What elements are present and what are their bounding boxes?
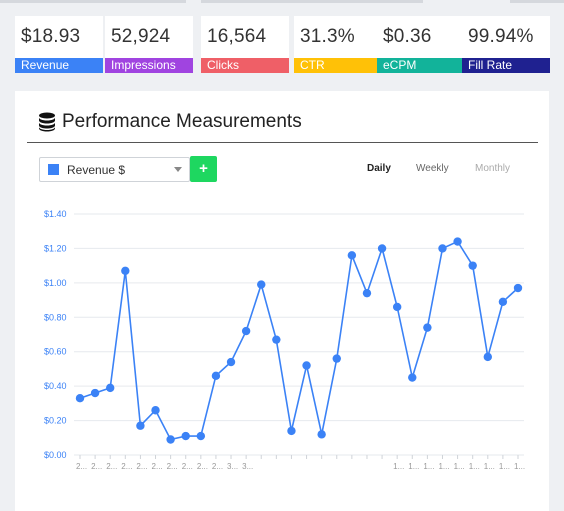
- data-point: [241, 326, 251, 336]
- panel-title-text: Performance Measurements: [62, 111, 302, 132]
- y-tick-label: $0.60: [44, 347, 67, 357]
- chevron-down-icon: [174, 167, 182, 172]
- period-monthly[interactable]: Monthly: [475, 163, 511, 174]
- data-point: [121, 266, 130, 276]
- y-tick-label: $0.00: [44, 450, 67, 460]
- x-tick-label: 1...: [423, 462, 434, 471]
- stat-card-fill-rate: 99.94% Fill Rate: [462, 16, 550, 73]
- data-point: [483, 352, 492, 362]
- metric-select[interactable]: Revenue $: [39, 157, 190, 182]
- data-point: [181, 431, 190, 441]
- x-tick-label: 1...: [408, 462, 419, 471]
- stat-value: 99.94%: [468, 26, 534, 47]
- x-tick-label: 3...: [227, 462, 238, 471]
- x-tick-label: 2...: [76, 462, 87, 471]
- stat-label: Fill Rate: [462, 58, 550, 73]
- x-tick-label: 2...: [106, 462, 117, 471]
- x-tick-label: 2...: [212, 462, 223, 471]
- stat-card-clicks: 16,564 Clicks: [201, 16, 289, 73]
- y-tick-label: $0.20: [44, 416, 67, 426]
- x-tick-label: 1...: [499, 462, 510, 471]
- x-tick-label: 1...: [393, 462, 404, 471]
- x-tick-label: 1...: [514, 462, 525, 471]
- data-point: [377, 244, 387, 253]
- data-point: [90, 388, 100, 398]
- x-tick-label: 1...: [454, 462, 465, 471]
- x-tick-label: 2...: [121, 462, 132, 471]
- x-tick-label: 2...: [91, 462, 102, 471]
- stat-card-ecpm: $0.36 eCPM: [377, 16, 465, 73]
- y-tick-label: $1.40: [44, 209, 67, 219]
- stat-value: 31.3%: [300, 26, 355, 47]
- title-divider: [27, 142, 538, 143]
- data-point: [151, 406, 160, 415]
- x-tick-label: 1...: [484, 462, 495, 471]
- data-point: [106, 383, 115, 393]
- stat-card-revenue: $18.93 Revenue: [15, 16, 103, 73]
- data-point: [438, 244, 447, 253]
- stat-card-ctr: 31.3% CTR: [294, 16, 382, 73]
- panel-title: Performance Measurements: [38, 111, 302, 133]
- data-point: [75, 393, 85, 403]
- data-point: [257, 280, 266, 289]
- stat-value: 52,924: [111, 26, 171, 47]
- x-tick-label: 1...: [469, 462, 480, 471]
- series-line: [79, 240, 519, 441]
- data-point: [287, 426, 296, 436]
- x-tick-label: 1...: [438, 462, 449, 471]
- data-point: [468, 261, 477, 270]
- data-point: [362, 288, 372, 298]
- x-tick-label: 2...: [167, 462, 178, 471]
- data-point: [226, 357, 236, 367]
- data-point: [302, 361, 311, 370]
- y-tick-label: $1.00: [44, 278, 67, 288]
- stat-value: 16,564: [207, 26, 267, 47]
- top-strip: [0, 0, 564, 3]
- x-tick-label: 2...: [152, 462, 163, 471]
- stat-label: CTR: [294, 58, 382, 73]
- x-tick-label: 3...: [242, 462, 253, 471]
- revenue-line-chart: $0.00 $0.20 $0.40 $0.60 $0.80 $1.00 $1.20 $1.40…: [44, 209, 525, 471]
- period-weekly[interactable]: Weekly: [416, 163, 449, 174]
- data-point: [423, 323, 432, 332]
- y-tick-label: $0.80: [44, 312, 67, 322]
- x-tick-label: 2...: [197, 462, 208, 471]
- x-tick-label: 2...: [136, 462, 147, 471]
- data-point: [211, 371, 221, 381]
- data-point: [332, 354, 341, 363]
- stat-label: Revenue: [15, 58, 103, 73]
- stat-value: $18.93: [21, 26, 81, 47]
- data-point: [513, 283, 523, 293]
- stat-value: $0.36: [383, 26, 432, 47]
- stat-card-impressions: 52,924 Impressions: [105, 16, 193, 73]
- y-tick-label: $0.40: [44, 381, 67, 391]
- stat-label: Impressions: [105, 58, 193, 73]
- stat-label: eCPM: [377, 58, 465, 73]
- data-point: [272, 335, 281, 344]
- data-point: [498, 297, 508, 306]
- add-metric-button[interactable]: +: [190, 156, 217, 182]
- data-point: [317, 430, 326, 439]
- metric-select-value: Revenue $: [67, 162, 126, 177]
- y-tick-label: $1.20: [44, 243, 67, 253]
- data-point: [196, 431, 206, 441]
- x-tick-label: 2...: [182, 462, 193, 471]
- data-point: [392, 302, 402, 312]
- data-point: [136, 421, 145, 430]
- data-point: [347, 251, 357, 260]
- performance-panel: Performance Measurements Revenue $ + Dai…: [15, 91, 549, 511]
- data-point: [453, 237, 462, 246]
- period-daily[interactable]: Daily: [367, 163, 391, 174]
- stat-label: Clicks: [201, 58, 289, 73]
- data-point: [166, 435, 175, 444]
- data-point: [408, 373, 417, 382]
- metric-color-swatch: [48, 164, 59, 175]
- database-icon: [39, 112, 55, 132]
